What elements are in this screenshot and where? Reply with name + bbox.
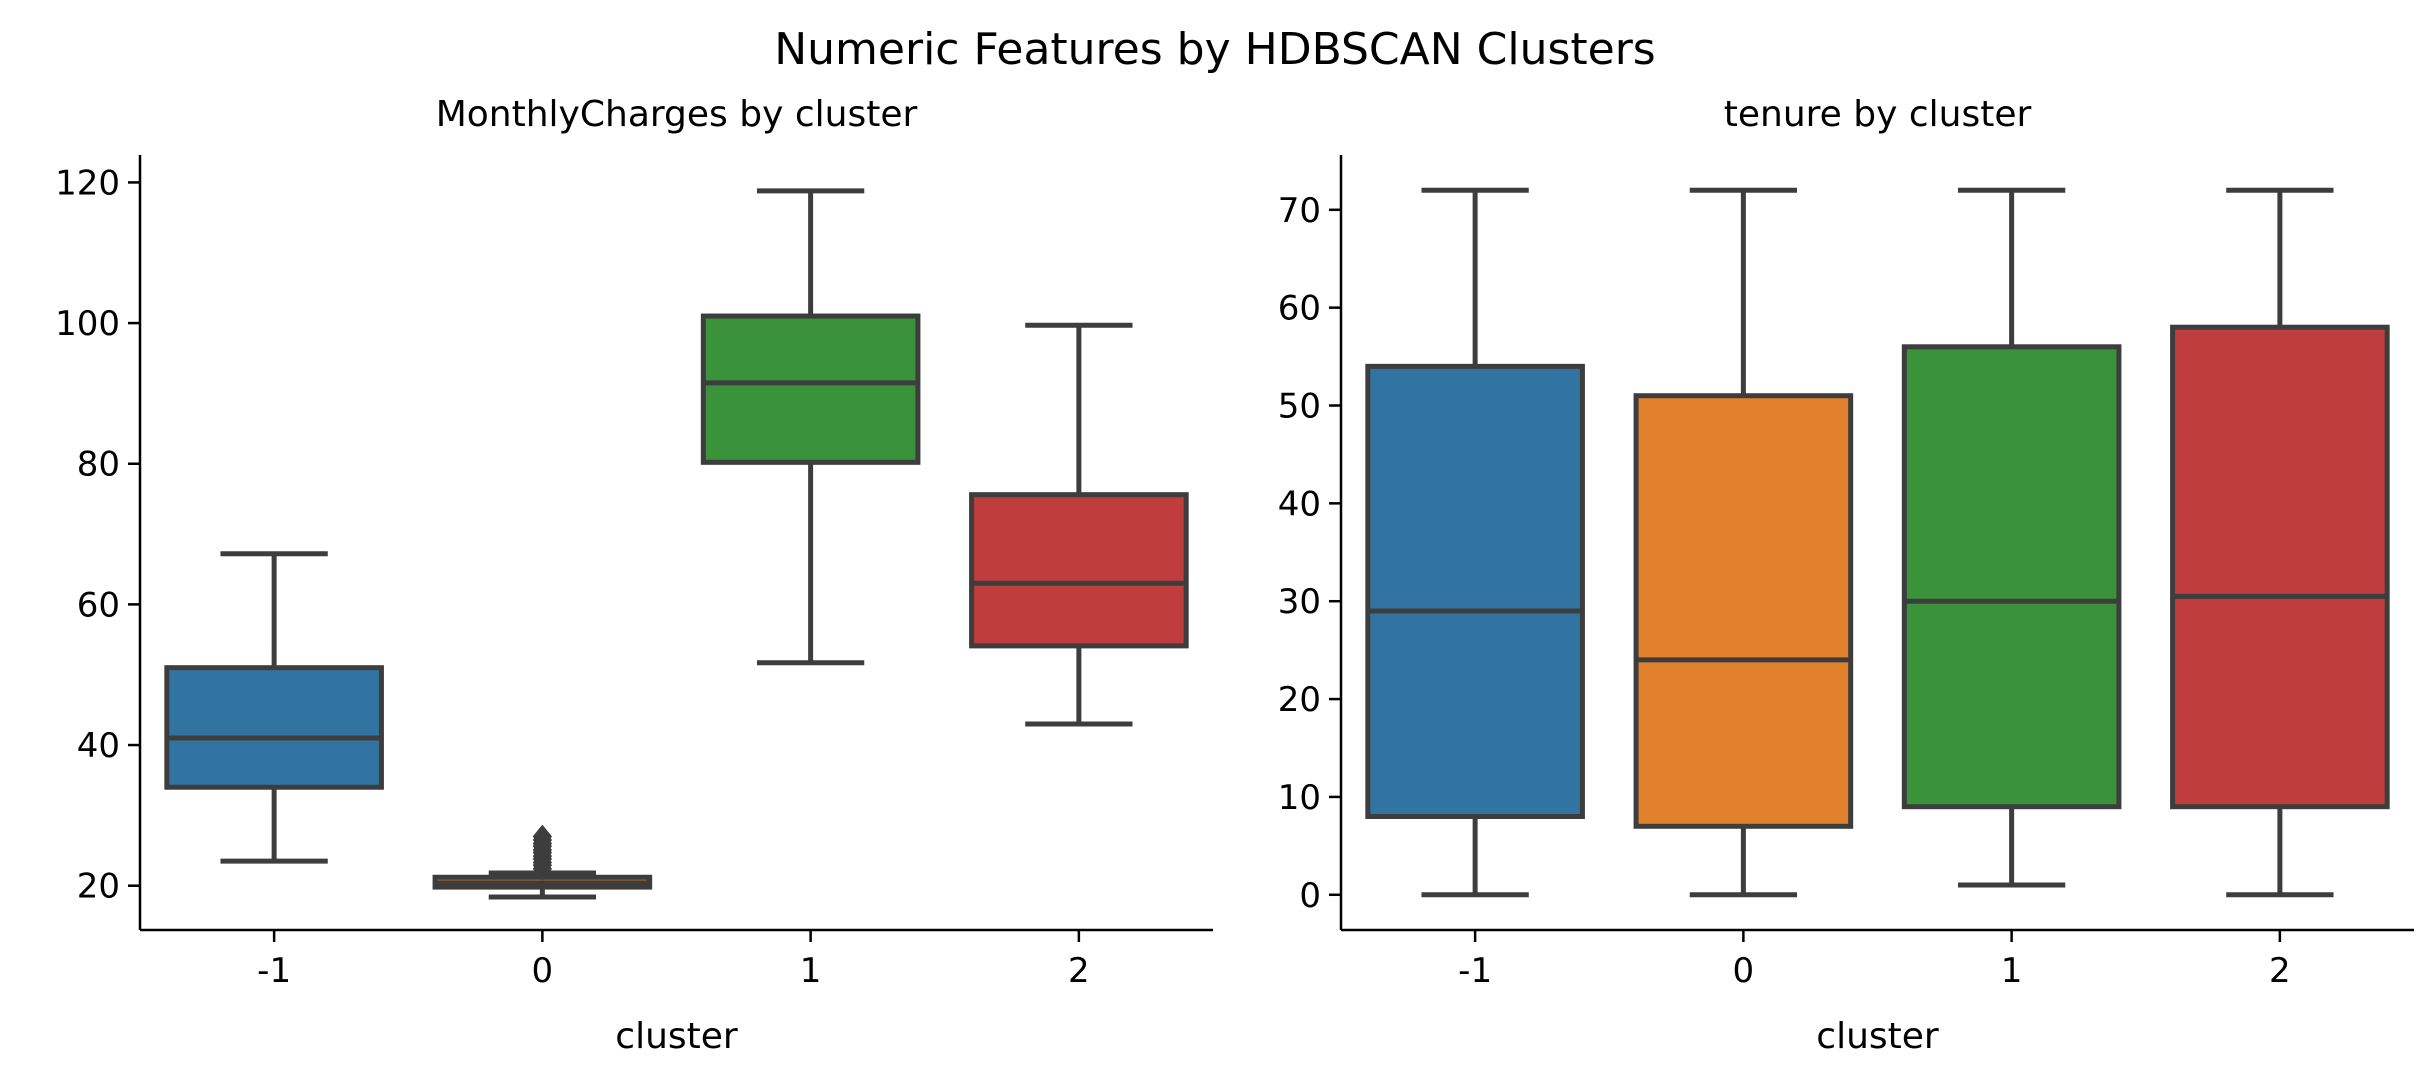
subplot-title: tenure by cluster	[1724, 94, 2032, 135]
x-tick-label: -1	[257, 951, 291, 991]
x-tick-label: 0	[1733, 951, 1755, 991]
figure-title: Numeric Features by HDBSCAN Clusters	[774, 24, 1656, 75]
y-tick-label: 120	[55, 163, 120, 203]
y-tick-label: 10	[1278, 778, 1321, 818]
x-tick-label: -1	[1458, 951, 1492, 991]
box-iqr	[700, 313, 921, 465]
x-axis-label: cluster	[1816, 1016, 1939, 1057]
y-tick-label: 20	[77, 867, 120, 907]
y-tick-label: 20	[1278, 680, 1321, 720]
y-tick-label: 40	[77, 726, 120, 766]
x-axis-label: cluster	[615, 1016, 738, 1057]
x-tick-label: 1	[800, 951, 822, 991]
y-tick-label: 80	[77, 445, 120, 485]
y-tick-label: 70	[1278, 191, 1321, 231]
x-tick-label: 0	[532, 951, 554, 991]
box-iqr	[969, 492, 1189, 649]
y-tick-label: 100	[55, 304, 120, 344]
y-tick-label: 50	[1278, 387, 1321, 427]
y-tick-label: 60	[77, 585, 120, 625]
subplot-title: MonthlyCharges by cluster	[436, 94, 918, 135]
x-tick-label: 1	[2001, 951, 2023, 991]
outlier-point	[532, 824, 553, 849]
y-tick-label: 60	[1278, 289, 1321, 329]
monthlycharges-panel: MonthlyCharges by cluster20406080100120-…	[55, 94, 1213, 1057]
box-iqr	[164, 665, 384, 790]
x-tick-label: 2	[2269, 951, 2291, 991]
box-iqr	[1365, 363, 1585, 819]
y-tick-label: 30	[1278, 582, 1321, 622]
box-iqr	[1901, 344, 2122, 810]
box-iqr	[2170, 324, 2390, 810]
box-iqr	[1633, 393, 1854, 829]
y-tick-label: 0	[1299, 876, 1321, 916]
tenure-panel: tenure by cluster 0 10 20 30 40 50 60 70 -1 0 1 2 clu…	[1278, 94, 2414, 1057]
y-tick-label: 40	[1278, 484, 1321, 524]
x-tick-label: 2	[1068, 951, 1090, 991]
